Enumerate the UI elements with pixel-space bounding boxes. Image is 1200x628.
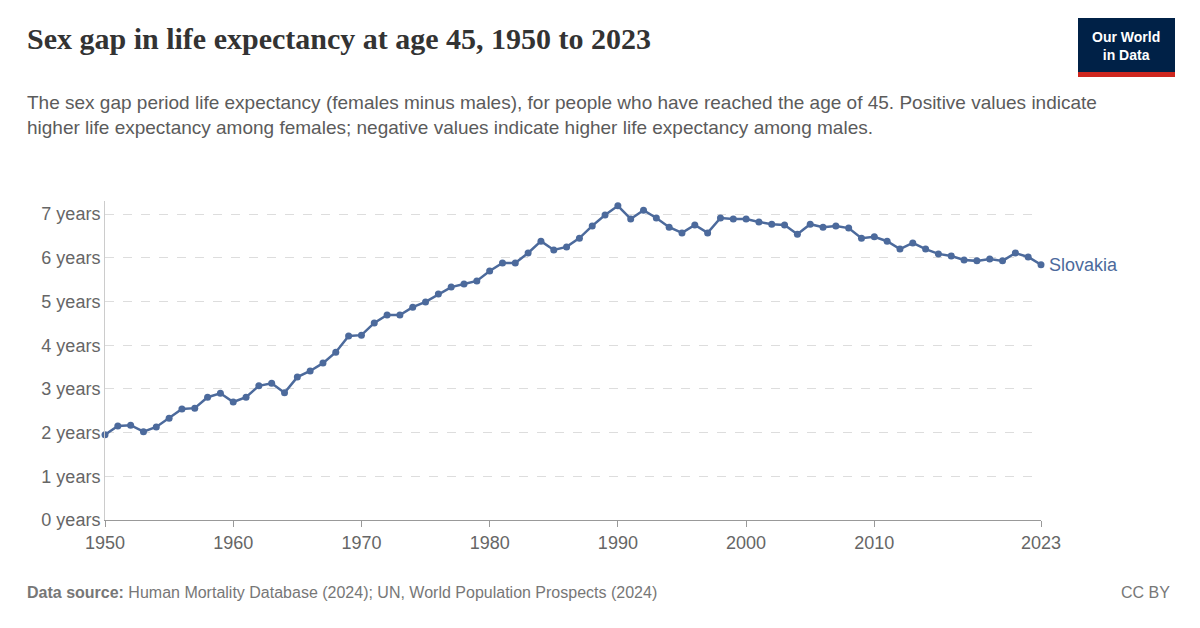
- svg-text:Our Worldin Data: Our Worldin Data: [1092, 29, 1160, 63]
- svg-text:2010: 2010: [854, 533, 894, 553]
- svg-text:4 years: 4 years: [41, 336, 100, 356]
- svg-text:2023: 2023: [1021, 533, 1061, 553]
- svg-text:1950: 1950: [85, 533, 125, 553]
- svg-text:0 years: 0 years: [41, 510, 100, 530]
- svg-text:7 years: 7 years: [41, 204, 100, 224]
- svg-text:1960: 1960: [213, 533, 253, 553]
- svg-text:1980: 1980: [470, 533, 510, 553]
- svg-text:2000: 2000: [726, 533, 766, 553]
- svg-text:5 years: 5 years: [41, 292, 100, 312]
- svg-text:The sex gap period life expect: The sex gap period life expectancy (fema…: [27, 92, 1097, 138]
- svg-text:1 years: 1 years: [41, 467, 100, 487]
- svg-text:CC BY: CC BY: [1121, 584, 1170, 601]
- svg-text:6 years: 6 years: [41, 248, 100, 268]
- svg-text:3 years: 3 years: [41, 379, 100, 399]
- svg-text:Data source: Human Mortality D: Data source: Human Mortality Database (2…: [27, 584, 657, 601]
- svg-text:1990: 1990: [598, 533, 638, 553]
- svg-text:Slovakia: Slovakia: [1049, 255, 1118, 275]
- svg-text:2 years: 2 years: [41, 423, 100, 443]
- svg-text:1970: 1970: [341, 533, 381, 553]
- svg-text:Sex gap in life expectancy at: Sex gap in life expectancy at age 45, 19…: [27, 22, 651, 55]
